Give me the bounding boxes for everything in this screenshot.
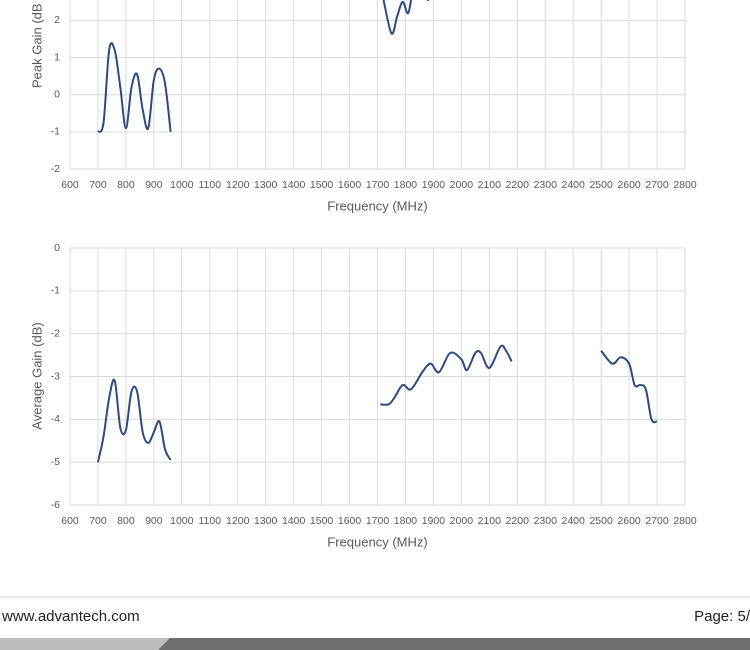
x-tick-label: 2500 xyxy=(589,179,613,191)
y-tick-label: 0 xyxy=(54,88,60,100)
y-axis-title: Peak Gain (dB xyxy=(29,3,44,88)
x-tick-label: 2000 xyxy=(450,515,474,527)
x-tick-label: 2700 xyxy=(645,179,669,191)
x-tick-label: 1200 xyxy=(226,515,250,527)
footer-url: www.advantech.com xyxy=(1,608,140,625)
y-tick-label: -2 xyxy=(51,327,60,339)
x-tick-label: 2400 xyxy=(562,179,586,191)
y-tick-label: -1 xyxy=(51,126,60,138)
x-tick-label: 2500 xyxy=(589,515,613,527)
x-tick-label: 1700 xyxy=(366,515,390,527)
x-tick-label: 800 xyxy=(117,515,135,527)
x-axis-title: Frequency (MHz) xyxy=(327,534,427,549)
x-tick-label: 800 xyxy=(117,179,135,191)
y-tick-label: -4 xyxy=(51,413,60,425)
x-tick-label: 1600 xyxy=(338,515,362,527)
x-tick-label: 1200 xyxy=(226,179,250,191)
x-tick-label: 2100 xyxy=(478,515,502,527)
x-tick-label: 1100 xyxy=(198,179,221,191)
x-tick-label: 1700 xyxy=(366,179,390,191)
x-axis-title: Frequency (MHz) xyxy=(327,198,427,213)
data-line xyxy=(600,350,658,424)
x-tick-label: 2300 xyxy=(534,515,558,527)
x-tick-label: 600 xyxy=(61,515,79,527)
x-tick-label: 600 xyxy=(61,179,79,191)
data-line xyxy=(96,378,172,463)
x-tick-label: 2100 xyxy=(478,179,502,191)
y-tick-label: -5 xyxy=(51,456,60,468)
y-tick-label: 2 xyxy=(54,14,60,26)
x-tick-label: 1300 xyxy=(254,179,278,191)
x-tick-label: 1800 xyxy=(394,515,418,527)
y-tick-label: -6 xyxy=(51,499,60,511)
x-tick-label: 900 xyxy=(145,179,163,191)
x-tick-label: 2000 xyxy=(450,179,474,191)
x-tick-label: 1500 xyxy=(310,515,334,527)
y-tick-label: -3 xyxy=(51,370,60,382)
x-tick-label: 1300 xyxy=(254,515,278,527)
x-tick-label: 1500 xyxy=(310,179,334,191)
x-tick-label: 2300 xyxy=(534,179,558,191)
x-tick-label: 2700 xyxy=(645,515,669,527)
x-tick-label: 2200 xyxy=(506,515,530,527)
y-tick-label: -1 xyxy=(51,285,60,297)
x-tick-label: 700 xyxy=(89,179,107,191)
x-tick-label: 700 xyxy=(89,515,107,527)
x-tick-label: 1600 xyxy=(338,179,362,191)
plot-area xyxy=(97,0,430,133)
footer-band-dark xyxy=(158,638,750,650)
x-tick-label: 1000 xyxy=(170,179,194,191)
x-tick-label: 2800 xyxy=(673,515,697,527)
plot-area xyxy=(96,344,658,463)
x-tick-label: 2200 xyxy=(506,179,530,191)
x-tick-label: 1100 xyxy=(198,515,221,527)
data-line xyxy=(97,42,172,133)
x-tick-label: 1400 xyxy=(282,515,306,527)
y-tick-label: 0 xyxy=(54,242,60,254)
x-tick-label: 1000 xyxy=(170,515,194,527)
x-tick-label: 1900 xyxy=(422,179,446,191)
x-tick-label: 1400 xyxy=(282,179,306,191)
y-tick-label: -2 xyxy=(51,163,60,175)
x-tick-label: 2800 xyxy=(673,179,697,191)
x-tick-label: 900 xyxy=(145,515,163,527)
x-tick-label: 1900 xyxy=(422,515,446,527)
x-tick-label: 2400 xyxy=(562,515,586,527)
footer-page: Page: 5/ xyxy=(694,608,750,625)
data-line xyxy=(382,0,430,35)
x-tick-label: 1800 xyxy=(394,179,418,191)
y-tick-label: 1 xyxy=(54,51,60,63)
data-line xyxy=(380,344,513,406)
x-tick-label: 2600 xyxy=(617,179,641,191)
y-axis-title: Average Gain (dB) xyxy=(29,322,44,429)
x-tick-label: 2600 xyxy=(617,515,641,527)
